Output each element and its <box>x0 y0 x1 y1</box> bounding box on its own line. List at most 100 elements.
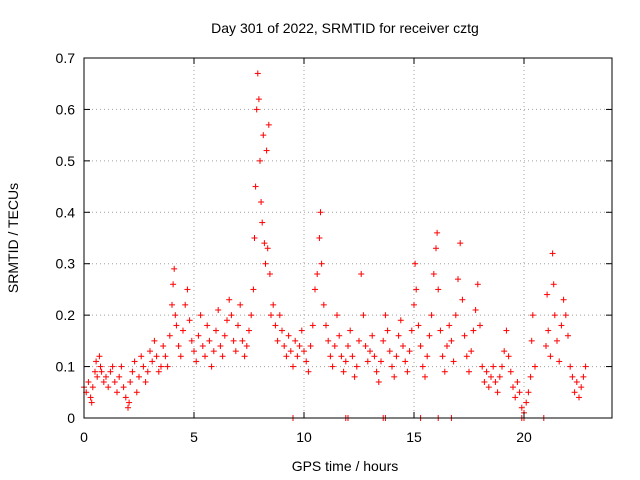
data-point <box>347 327 354 334</box>
data-point <box>558 322 565 329</box>
data-point <box>263 147 270 154</box>
data-point <box>446 322 453 329</box>
data-point <box>544 291 551 298</box>
data-point <box>582 363 589 370</box>
data-point <box>419 363 426 370</box>
data-point <box>528 337 535 344</box>
data-point <box>474 281 481 288</box>
data-point <box>162 353 169 360</box>
data-point <box>155 368 162 375</box>
data-point <box>107 368 114 375</box>
data-point <box>109 363 116 370</box>
data-point <box>371 353 378 360</box>
data-point <box>85 379 92 385</box>
data-point <box>281 343 288 349</box>
data-point <box>266 271 273 277</box>
data-point <box>285 332 292 339</box>
data-point <box>573 379 580 385</box>
data-point <box>252 183 259 190</box>
data-point <box>514 379 521 385</box>
data-point <box>386 348 393 355</box>
x-tick-label: 0 <box>80 429 88 445</box>
data-point <box>393 353 400 360</box>
plot-frame <box>83 57 613 419</box>
data-point <box>349 353 356 360</box>
data-point <box>468 348 475 355</box>
data-point <box>195 332 202 339</box>
data-point <box>116 373 123 380</box>
data-point <box>136 373 142 380</box>
y-axis-label: SRMTID / TECUs <box>5 183 21 293</box>
data-point <box>507 368 514 375</box>
data-point <box>488 373 494 380</box>
data-point <box>428 312 435 319</box>
data-point <box>290 363 296 370</box>
y-tick-label: 0.1 <box>56 359 76 375</box>
data-point <box>358 271 365 277</box>
data-point <box>173 322 180 329</box>
data-point <box>250 286 257 293</box>
data-point <box>224 317 230 324</box>
data-point <box>466 368 472 375</box>
data-point <box>93 358 100 365</box>
data-point <box>529 312 536 319</box>
data-point <box>255 96 262 103</box>
data-point <box>279 327 285 334</box>
data-point <box>342 358 349 365</box>
data-point <box>402 358 409 365</box>
data-point <box>340 368 347 375</box>
data-point <box>230 337 237 344</box>
data-point <box>562 312 569 319</box>
data-point <box>523 399 530 406</box>
data-point <box>413 286 420 293</box>
data-point <box>175 343 182 349</box>
data-point <box>578 384 585 391</box>
data-point <box>576 394 582 401</box>
data-point <box>307 343 314 349</box>
data-point <box>472 307 479 313</box>
data-point <box>318 260 325 267</box>
data-point <box>320 301 327 308</box>
data-point <box>151 337 158 344</box>
data-point <box>356 337 362 344</box>
data-point <box>160 343 167 349</box>
data-point <box>560 296 567 303</box>
data-point <box>191 348 197 355</box>
y-tick-label: 0 <box>67 410 75 426</box>
data-point <box>253 106 260 113</box>
data-point <box>118 363 125 370</box>
data-point <box>122 394 129 401</box>
y-tick-label: 0.6 <box>56 101 76 117</box>
data-point <box>166 332 173 339</box>
data-point <box>97 363 104 370</box>
data-point <box>430 271 437 277</box>
data-point <box>485 384 492 391</box>
data-point <box>258 199 265 205</box>
data-point <box>169 301 175 308</box>
data-point <box>92 368 98 375</box>
data-point <box>127 379 134 385</box>
data-point <box>331 343 338 349</box>
data-point <box>294 353 301 360</box>
data-point <box>325 337 332 344</box>
y-tick-label: 0.7 <box>56 50 76 66</box>
data-point <box>208 363 215 370</box>
data-point <box>287 348 294 355</box>
data-point <box>197 312 204 319</box>
data-point <box>415 322 422 329</box>
data-point <box>481 379 488 385</box>
data-point <box>518 404 525 411</box>
data-point <box>96 353 103 360</box>
data-point <box>503 327 510 334</box>
data-point <box>182 301 189 308</box>
data-point <box>380 337 387 344</box>
data-point <box>232 348 239 355</box>
data-point <box>87 394 94 401</box>
data-point <box>301 348 307 355</box>
data-point <box>527 373 534 380</box>
x-tick-label: 15 <box>406 429 422 445</box>
data-point <box>292 337 299 344</box>
data-point <box>389 363 395 370</box>
data-point <box>298 327 305 334</box>
data-point <box>439 353 446 360</box>
